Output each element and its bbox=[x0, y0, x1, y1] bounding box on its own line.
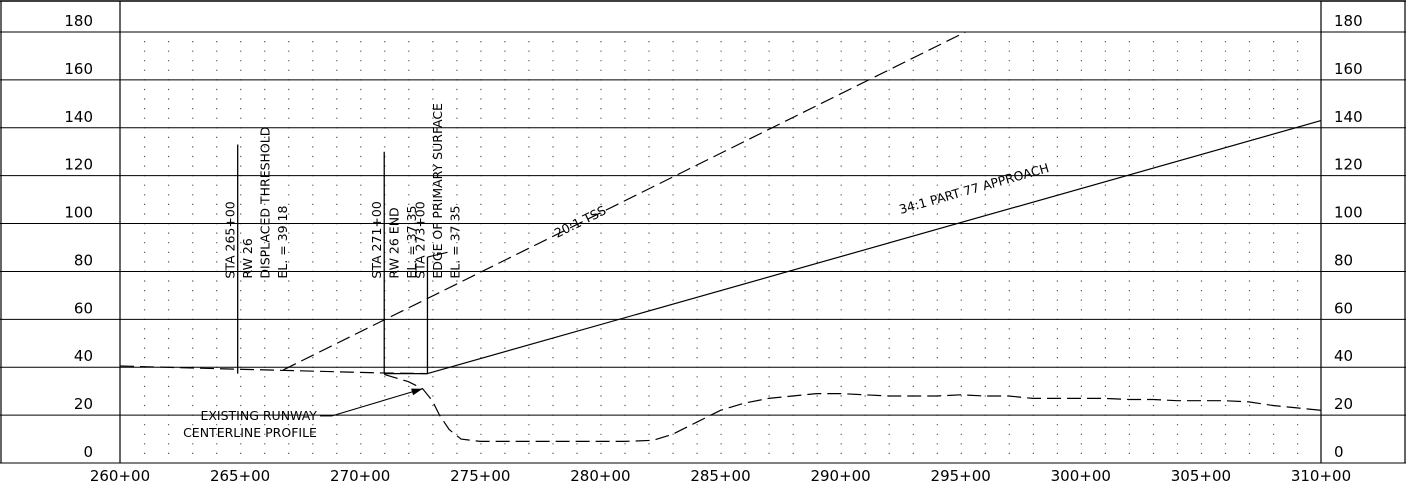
y-tick-label-right: 40 bbox=[1334, 347, 1353, 365]
station-text: STA 271+00 bbox=[369, 201, 384, 278]
x-tick-label: 265+00 bbox=[210, 467, 270, 485]
x-tick-label: 260+00 bbox=[90, 467, 150, 485]
x-tick-label: 310+00 bbox=[1291, 467, 1351, 485]
existing-profile-annotation: EXISTING RUNWAY CENTERLINE PROFILE bbox=[183, 388, 423, 440]
y-tick-label-left: 80 bbox=[74, 251, 93, 269]
y-tick-label-left: 140 bbox=[64, 108, 93, 126]
profile-series bbox=[119, 31, 1322, 442]
y-tick-label-left: 60 bbox=[74, 299, 93, 317]
y-tick-label-left: 0 bbox=[83, 443, 93, 461]
x-axis-labels: 260+00 265+00 270+00 275+00 280+00 285+00 290+… bbox=[90, 467, 1351, 485]
x-tick-label: 285+00 bbox=[690, 467, 750, 485]
station-label: STA 273+00 EDGE OF PRIMARY SURFACE EL. = 3… bbox=[413, 103, 463, 279]
station-label: STA 265+00 RW 26 DISPLACED THRESHOLD EL. = … bbox=[223, 127, 291, 279]
station-text: RW 26 bbox=[240, 238, 255, 278]
x-tick-label: 280+00 bbox=[570, 467, 630, 485]
y-tick-label-left: 20 bbox=[74, 395, 93, 413]
station-text: EL. = 37.35 bbox=[404, 206, 419, 279]
annotation-leader bbox=[331, 388, 423, 417]
y-tick-label-right: 80 bbox=[1334, 251, 1353, 269]
y-axis-labels-right: 0 20 40 60 80 100 120 140 160 180 bbox=[1334, 12, 1363, 461]
station-text: EL. = 37.35 bbox=[448, 206, 463, 279]
y-tick-label-left: 160 bbox=[64, 60, 93, 78]
station-label: STA 271+00 RW 26 END EL. = 37.35 bbox=[369, 201, 419, 278]
y-tick-label-right: 20 bbox=[1334, 395, 1353, 413]
y-tick-label-right: 120 bbox=[1334, 156, 1363, 174]
station-leader bbox=[427, 251, 448, 258]
series-line bbox=[384, 373, 1322, 442]
series-line bbox=[427, 120, 1322, 375]
y-axis-labels-left: 0 20 40 60 80 100 120 140 160 180 bbox=[64, 12, 93, 461]
station-text: DISPLACED THRESHOLD bbox=[258, 127, 273, 279]
x-tick-label: 270+00 bbox=[330, 467, 390, 485]
y-tick-label-right: 0 bbox=[1334, 443, 1344, 461]
x-tick-label: 290+00 bbox=[810, 467, 870, 485]
station-text: EDGE OF PRIMARY SURFACE bbox=[430, 103, 445, 279]
y-tick-label-right: 160 bbox=[1334, 60, 1363, 78]
y-tick-label-right: 180 bbox=[1334, 12, 1363, 30]
y-tick-label-right: 140 bbox=[1334, 108, 1363, 126]
y-tick-label-right: 100 bbox=[1334, 204, 1363, 222]
y-tick-label-left: 100 bbox=[64, 204, 93, 222]
annotation-arrowhead bbox=[411, 388, 423, 396]
y-tick-label-left: 40 bbox=[74, 347, 93, 365]
station-text: STA 265+00 bbox=[223, 201, 238, 278]
x-tick-label: 305+00 bbox=[1171, 467, 1231, 485]
station-markers: STA 265+00 RW 26 DISPLACED THRESHOLD EL. = … bbox=[223, 103, 463, 374]
x-tick-label: 295+00 bbox=[931, 467, 991, 485]
y-tick-label-left: 180 bbox=[64, 12, 93, 30]
grid-band-lines bbox=[0, 0, 1406, 464]
chart-frame bbox=[0, 1, 1406, 463]
station-text: STA 273+00 bbox=[413, 201, 428, 278]
y-tick-label-left: 120 bbox=[64, 156, 93, 174]
station-text: RW 26 END bbox=[387, 207, 402, 278]
annotation-text: CENTERLINE PROFILE bbox=[183, 425, 317, 440]
station-text: EL. = 39.18 bbox=[275, 206, 290, 279]
y-tick-label-right: 60 bbox=[1334, 299, 1353, 317]
series-line bbox=[283, 31, 966, 371]
x-tick-label: 275+00 bbox=[450, 467, 510, 485]
annotation-text: EXISTING RUNWAY bbox=[200, 408, 317, 423]
x-tick-label: 300+00 bbox=[1051, 467, 1111, 485]
